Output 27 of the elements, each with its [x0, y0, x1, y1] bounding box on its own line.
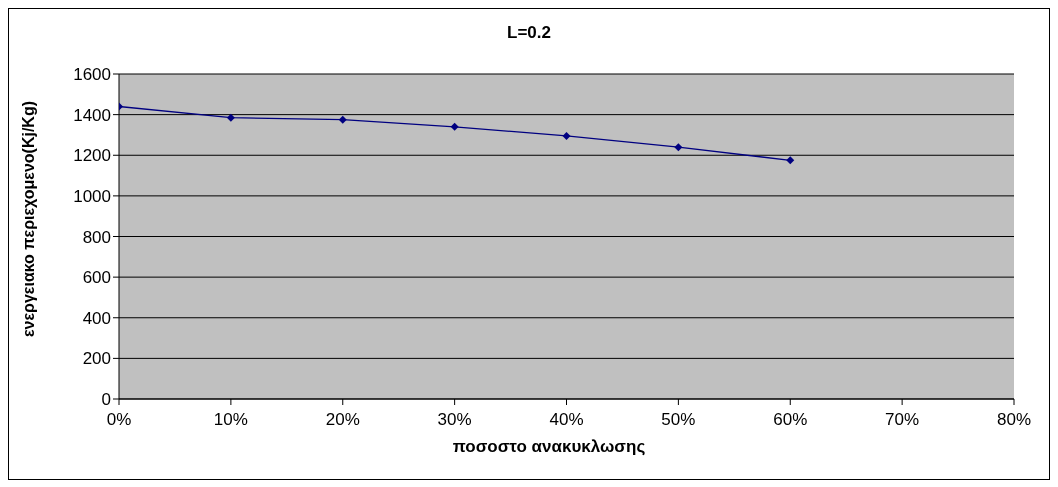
- x-tick-label: 80%: [996, 410, 1032, 430]
- x-tick-label: 70%: [885, 410, 920, 430]
- y-tick-label: 400: [82, 308, 111, 328]
- point: [562, 131, 571, 140]
- y-tick-label: 1200: [73, 146, 111, 166]
- y-tick-label: 600: [82, 268, 111, 288]
- point: [786, 156, 795, 165]
- y-tick-label: 200: [82, 349, 111, 369]
- y-tick-label: 1400: [73, 105, 111, 125]
- y-tick-label: 0: [101, 390, 111, 410]
- x-tick-label: 40%: [549, 410, 584, 430]
- point: [338, 115, 347, 124]
- point: [450, 122, 459, 131]
- x-tick-label: 0%: [106, 410, 132, 430]
- x-tick-label: 20%: [325, 410, 360, 430]
- y-tick-label: 1600: [73, 65, 111, 85]
- x-tick-label: 60%: [773, 410, 808, 430]
- y-tick-label: 800: [82, 227, 111, 247]
- x-tick-label: 30%: [437, 410, 472, 430]
- y-axis-title: ενεργειακο περιεχομενο(Kj/Kg): [20, 100, 38, 338]
- point: [226, 113, 235, 122]
- y-tick-label: 1000: [73, 186, 111, 206]
- x-tick-label: 10%: [213, 410, 248, 430]
- x-tick-label: 50%: [661, 410, 696, 430]
- point: [674, 143, 683, 152]
- chart-title: L=0.2: [506, 23, 552, 43]
- x-axis-title: ποσοστο ανακυκλωσης: [451, 437, 647, 457]
